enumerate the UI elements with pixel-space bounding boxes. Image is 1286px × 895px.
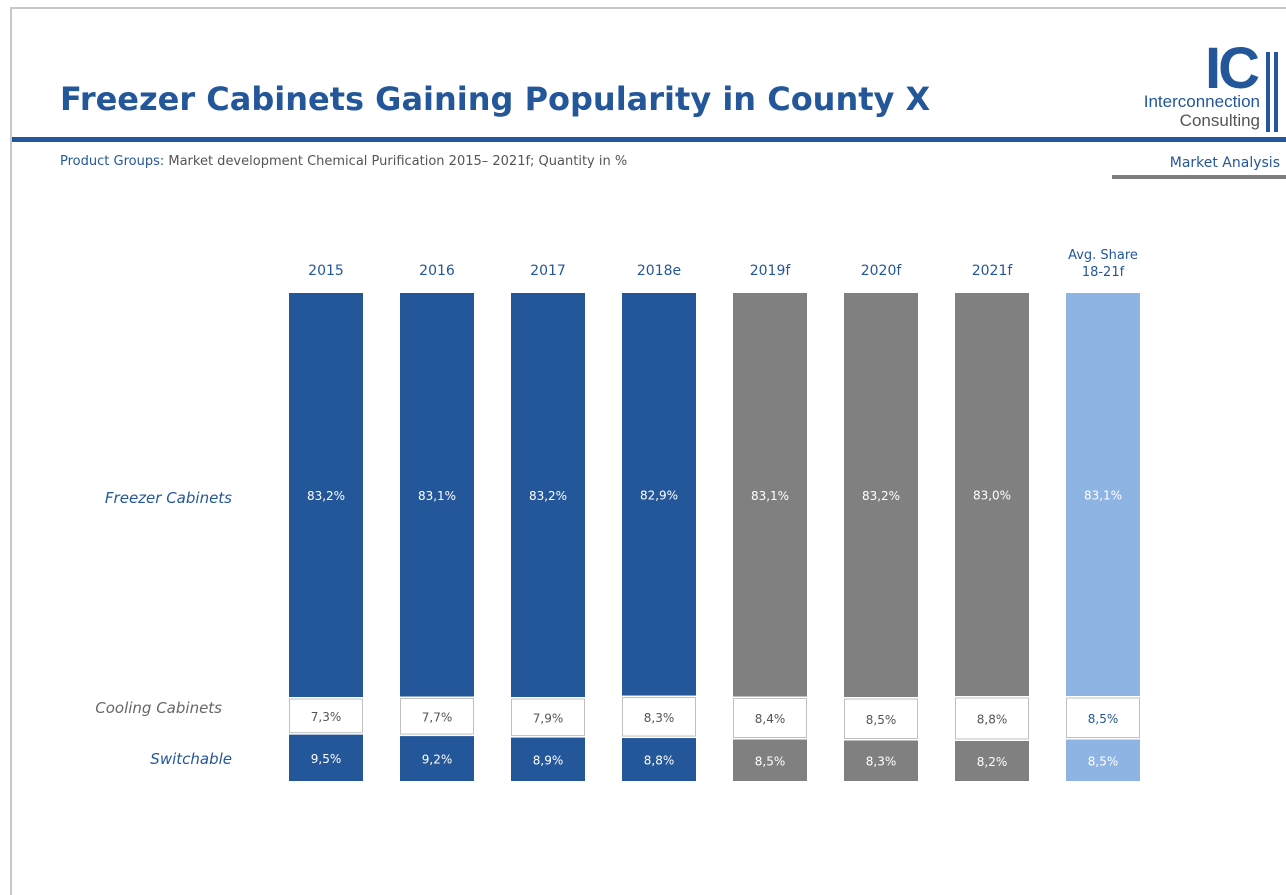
bar-segment-freezer — [733, 293, 807, 697]
data-label-switchable: 8,5% — [1088, 754, 1119, 768]
data-label-freezer: 83,2% — [529, 489, 567, 503]
category-label: 2016 — [419, 263, 455, 279]
data-label-freezer: 83,1% — [1084, 489, 1122, 503]
bar-segment-freezer — [622, 293, 696, 696]
chart-subtitle: Product Groups: Market development Chemi… — [60, 154, 627, 169]
bar-segment-switchable — [955, 740, 1029, 781]
bar-segment-cooling — [622, 697, 696, 737]
category-label: 2015 — [308, 263, 344, 279]
subtitle-label: Product Groups: — [60, 154, 165, 169]
category-label: 2020f — [861, 263, 903, 279]
data-label-cooling: 7,9% — [533, 711, 564, 725]
data-label-switchable: 8,9% — [533, 753, 564, 767]
logo-name-line2: Consulting — [1179, 111, 1260, 130]
series-label-switchable: Switchable — [150, 750, 232, 768]
page-title: Freezer Cabinets Gaining Popularity in C… — [60, 80, 931, 118]
data-label-cooling: 8,8% — [977, 713, 1008, 727]
data-label-switchable: 8,2% — [977, 755, 1008, 769]
bar-segment-freezer — [844, 293, 918, 698]
series-label-cooling: Cooling Cabinets — [95, 699, 222, 717]
bar-segment-switchable — [289, 734, 363, 781]
section-divider — [1112, 175, 1286, 179]
data-label-switchable: 9,5% — [311, 752, 342, 766]
bar-segment-cooling — [733, 698, 807, 739]
bar-segment-freezer — [400, 293, 474, 697]
bar-segment-cooling — [511, 698, 585, 737]
data-label-cooling: 7,3% — [311, 710, 342, 724]
logo-bar — [1266, 52, 1270, 132]
data-label-freezer: 83,2% — [862, 489, 900, 503]
bar-segment-freezer — [955, 293, 1029, 697]
bar-segment-cooling — [1066, 697, 1140, 739]
bar-segment-cooling — [955, 697, 1029, 740]
bar-segment-switchable — [622, 738, 696, 781]
bar-segment-cooling — [844, 698, 918, 739]
category-label: 2018e — [637, 263, 681, 279]
series-label-freezer: Freezer Cabinets — [104, 489, 232, 507]
data-label-cooling: 8,4% — [755, 712, 786, 726]
data-label-freezer: 83,1% — [418, 489, 456, 503]
bar-segment-freezer — [1066, 293, 1140, 697]
data-label-freezer: 83,1% — [751, 489, 789, 503]
data-label-cooling: 8,3% — [644, 711, 675, 725]
slide-frame — [10, 7, 1286, 895]
subtitle-text: Market development Chemical Purification… — [164, 154, 628, 169]
category-label: 2017 — [530, 263, 566, 279]
data-label-cooling: 7,7% — [422, 710, 453, 724]
logo-bar — [1274, 52, 1278, 132]
data-label-cooling: 8,5% — [1088, 712, 1119, 726]
section-label: Market Analysis — [1169, 155, 1280, 171]
data-label-cooling: 8,5% — [866, 713, 897, 727]
data-label-freezer: 83,0% — [973, 489, 1011, 503]
logo-name-line1: Interconnection — [1143, 92, 1260, 111]
category-label: 2021f — [972, 263, 1014, 279]
bar-segment-switchable — [844, 740, 918, 781]
bar-segment-switchable — [1066, 739, 1140, 781]
data-label-freezer: 82,9% — [640, 488, 678, 502]
bar-segment-switchable — [511, 737, 585, 781]
data-label-switchable: 8,8% — [644, 754, 675, 768]
data-label-switchable: 8,5% — [755, 754, 786, 768]
data-label-switchable: 9,2% — [422, 753, 453, 767]
category-label: 18-21f — [1082, 265, 1125, 280]
bar-segment-cooling — [289, 698, 363, 734]
category-label: Avg. Share — [1068, 248, 1138, 263]
bar-segment-cooling — [400, 698, 474, 735]
title-divider — [12, 137, 1286, 142]
data-label-switchable: 8,3% — [866, 755, 897, 769]
logo-mark: IC — [1205, 36, 1260, 101]
bar-segment-switchable — [733, 739, 807, 781]
bar-segment-freezer — [511, 293, 585, 698]
category-label: 2019f — [750, 263, 792, 279]
data-label-freezer: 83,2% — [307, 489, 345, 503]
bar-segment-freezer — [289, 293, 363, 698]
bar-segment-switchable — [400, 736, 474, 781]
